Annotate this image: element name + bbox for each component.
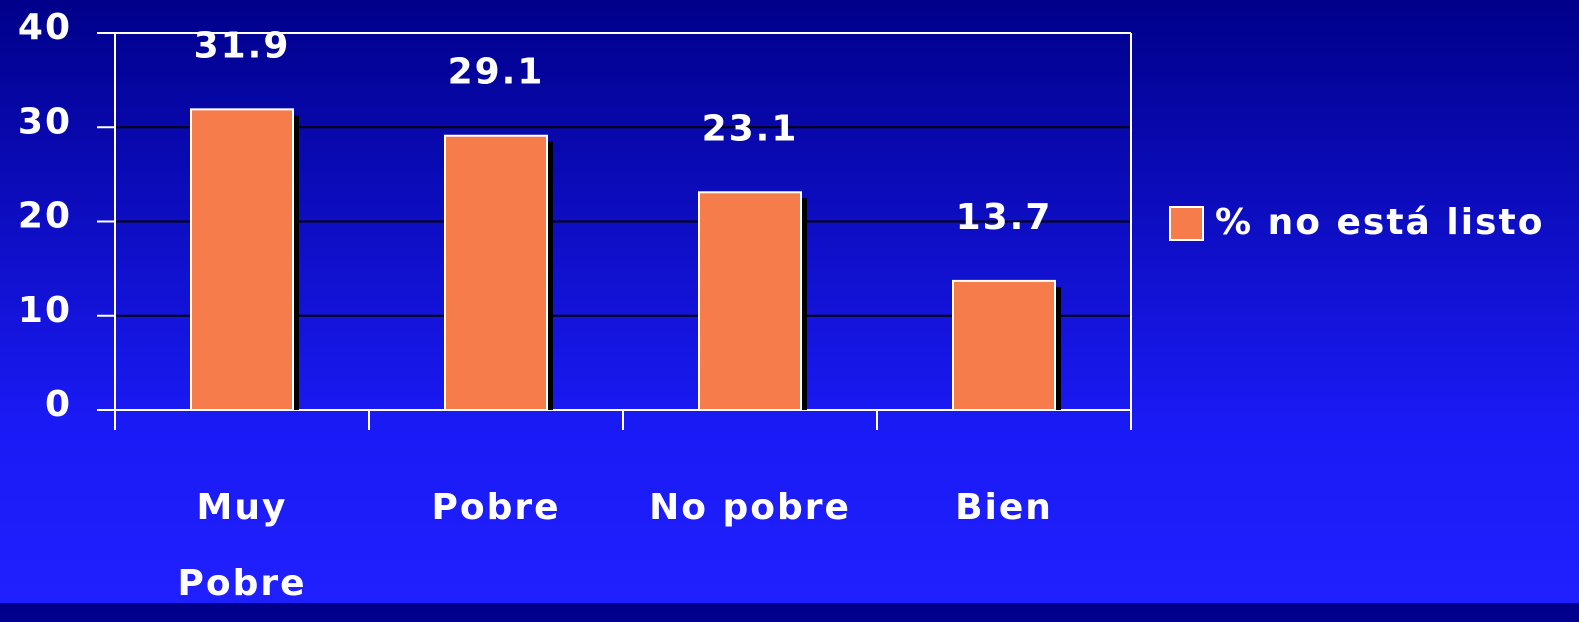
x-tick-label: Pobre <box>431 487 561 528</box>
page: {"chart_data": {"type": "bar", "categori… <box>0 0 1579 604</box>
value-label: 31.9 <box>194 25 291 66</box>
x-tick-label: No pobre <box>649 487 851 528</box>
x-tick-label: Bien <box>955 487 1053 528</box>
legend-label: % no está listo <box>1215 202 1544 243</box>
legend-swatch <box>1169 206 1204 241</box>
bar <box>190 108 294 411</box>
value-label: 13.7 <box>956 197 1053 238</box>
bar <box>698 191 802 411</box>
y-tick-label: 20 <box>18 196 72 237</box>
y-tick-label: 10 <box>18 290 72 331</box>
bar <box>444 134 548 411</box>
chart: 0 10 20 30 40 31.9 29.1 23.1 13.7 % no está listo <box>18 7 1544 425</box>
value-label: 23.1 <box>702 108 799 149</box>
y-tick-label: 30 <box>18 101 72 142</box>
x-tick-label: Muy Pobre <box>177 487 307 604</box>
y-tick-label: 40 <box>18 7 72 48</box>
y-tick-label: 0 <box>45 384 72 425</box>
value-label: 29.1 <box>448 52 545 93</box>
bar <box>952 279 1056 411</box>
